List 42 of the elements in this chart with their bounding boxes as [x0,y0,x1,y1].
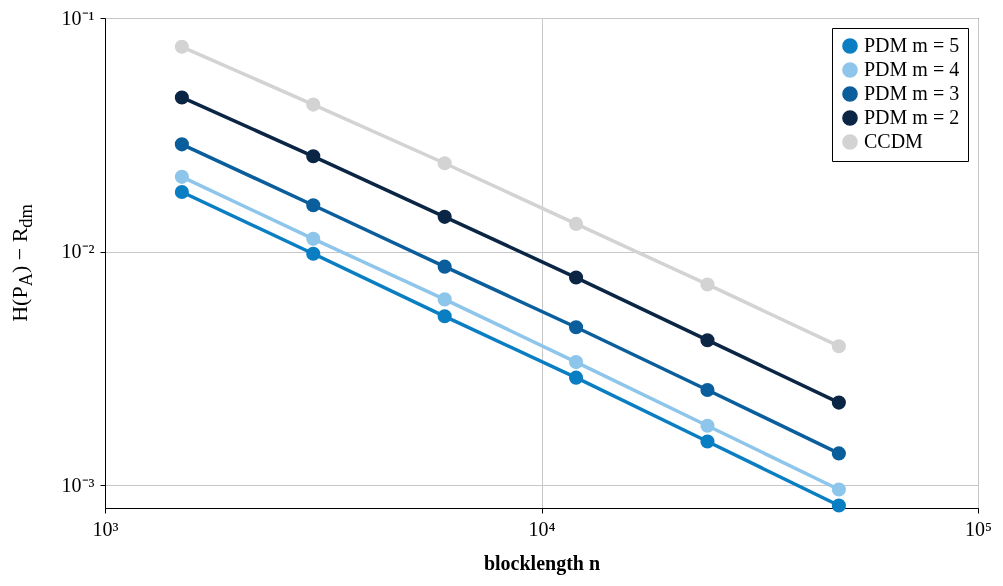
point [174,184,189,200]
point [831,395,846,410]
legend-label: CCDM [864,130,924,152]
point [437,209,452,224]
point [831,482,846,497]
point [568,355,584,370]
point [700,333,715,348]
legend-label: PDM m = 5 [864,34,960,56]
point [306,231,321,246]
point [174,39,189,54]
point [831,339,846,354]
point [568,320,584,335]
point [174,137,189,152]
point [306,97,321,112]
point [831,498,846,513]
point [568,270,584,285]
point [174,169,189,184]
point [568,370,584,385]
x-tick-label: 10³ [92,517,119,540]
point [700,434,715,449]
legend-label: PDM m = 4 [864,58,960,80]
point [437,309,452,324]
point [568,216,584,231]
point [437,292,452,307]
y-tick-label: 10⁻¹ [61,6,95,29]
y-tick-label: 10⁻³ [61,473,95,496]
legend-label: PDM m = 2 [864,106,960,128]
point [306,246,321,261]
x-tick-label: 10⁵ [965,517,992,540]
x-axis-title: blocklength n [483,551,601,575]
point [700,277,715,292]
point [700,382,715,398]
point [306,149,321,164]
point [437,259,452,274]
point [700,418,715,433]
point [437,156,452,171]
y-tick-label: 10⁻² [61,240,95,263]
legend-label: PDM m = 3 [864,82,960,104]
point [174,90,189,105]
x-tick-label: 10⁴ [528,517,556,540]
point [831,446,846,461]
point [306,198,321,213]
